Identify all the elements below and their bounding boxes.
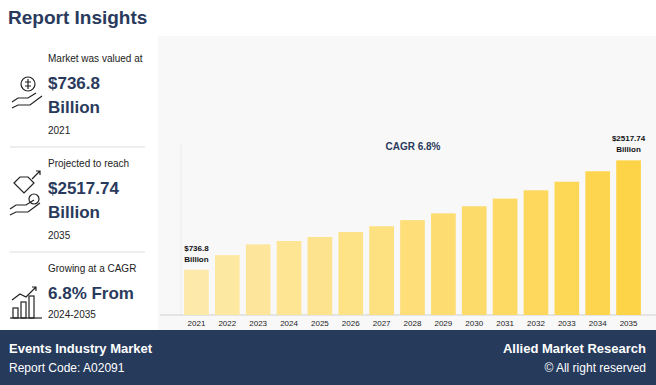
bar: [462, 206, 487, 315]
footer: [0, 330, 656, 385]
insight-value: 6.8% From: [48, 284, 134, 303]
insight-year: 2021: [48, 125, 71, 136]
separator: [10, 147, 145, 148]
icon-bar: [21, 302, 26, 318]
chart-background: [158, 36, 656, 330]
icon: [10, 287, 42, 318]
x-tick-label: 2024: [280, 319, 298, 328]
x-tick-label: 2022: [218, 319, 236, 328]
bar: [431, 213, 456, 315]
data-label-line: Billion: [184, 255, 209, 264]
data-label-line: $2517.74: [612, 134, 646, 143]
insight-unit: Billion: [48, 203, 100, 222]
footer-brand: Allied Market Research: [503, 341, 646, 356]
x-tick-label: 2023: [249, 319, 267, 328]
x-tick-label: 2031: [496, 319, 514, 328]
x-tick-label: 2032: [527, 319, 545, 328]
page: Report Insights Market was valued at $736.…: [0, 0, 656, 385]
bar: [585, 171, 610, 315]
x-tick-label: 2026: [342, 319, 360, 328]
insight-label: Projected to reach: [48, 158, 129, 169]
bar: [554, 182, 579, 315]
bar: [493, 199, 518, 315]
x-tick-label: 2028: [404, 319, 422, 328]
insight-unit: Billion: [48, 98, 100, 117]
bar: [277, 241, 302, 315]
data-label: $736.8 Billion: [184, 244, 209, 264]
bar: [215, 255, 240, 315]
data-label-line: $736.8: [184, 244, 209, 253]
x-tick-label: 2029: [434, 319, 452, 328]
x-tick-label: 2030: [465, 319, 483, 328]
insight-label: Growing at a CAGR: [48, 263, 136, 274]
icon: [12, 77, 42, 108]
x-tick-label: 2021: [188, 319, 206, 328]
bar: [400, 220, 425, 315]
icon-bar: [29, 296, 34, 318]
bar: [616, 160, 641, 315]
insight-value: $2517.74: [48, 179, 119, 198]
icon-coin: [21, 77, 35, 91]
footer-rights: © All right reserved: [544, 361, 646, 375]
bar: [246, 244, 271, 315]
icon-diamond: [14, 177, 34, 193]
insight-label: Market was valued at: [48, 53, 143, 64]
bar: [369, 226, 394, 315]
data-label-line: Billion: [616, 145, 641, 154]
insight-year: 2024-2035: [48, 309, 96, 320]
x-tick-label: 2025: [311, 319, 329, 328]
bar: [338, 232, 363, 315]
annotation: CAGR 6.8%: [385, 141, 440, 152]
bars: [184, 160, 641, 315]
icon-arrow: [32, 171, 40, 179]
background: [0, 0, 656, 385]
y-axis-line: [181, 143, 182, 315]
data-label: $2517.74 Billion: [612, 134, 646, 154]
x-tick-label: 2033: [558, 319, 576, 328]
footer-title: Events Industry Market: [9, 341, 153, 356]
title: Report Insights: [8, 7, 147, 28]
insight-year: 2035: [48, 230, 71, 241]
bar: [308, 237, 333, 315]
icon-arrow: [12, 287, 36, 300]
separator: [10, 252, 145, 253]
icon: [10, 171, 40, 215]
bar: [524, 190, 549, 315]
insight-value: $736.8: [48, 74, 100, 93]
icon-coin-mark: [25, 79, 31, 89]
icon-hand: [10, 200, 40, 215]
x-tick-label: 2034: [589, 319, 607, 328]
footer-code: Report Code: A02091: [9, 361, 125, 375]
icon-hand: [12, 93, 42, 108]
icon-bar: [13, 308, 18, 318]
x-tick-label: 2027: [373, 319, 391, 328]
bar: [184, 270, 209, 315]
x-tick-label: 2035: [620, 319, 638, 328]
